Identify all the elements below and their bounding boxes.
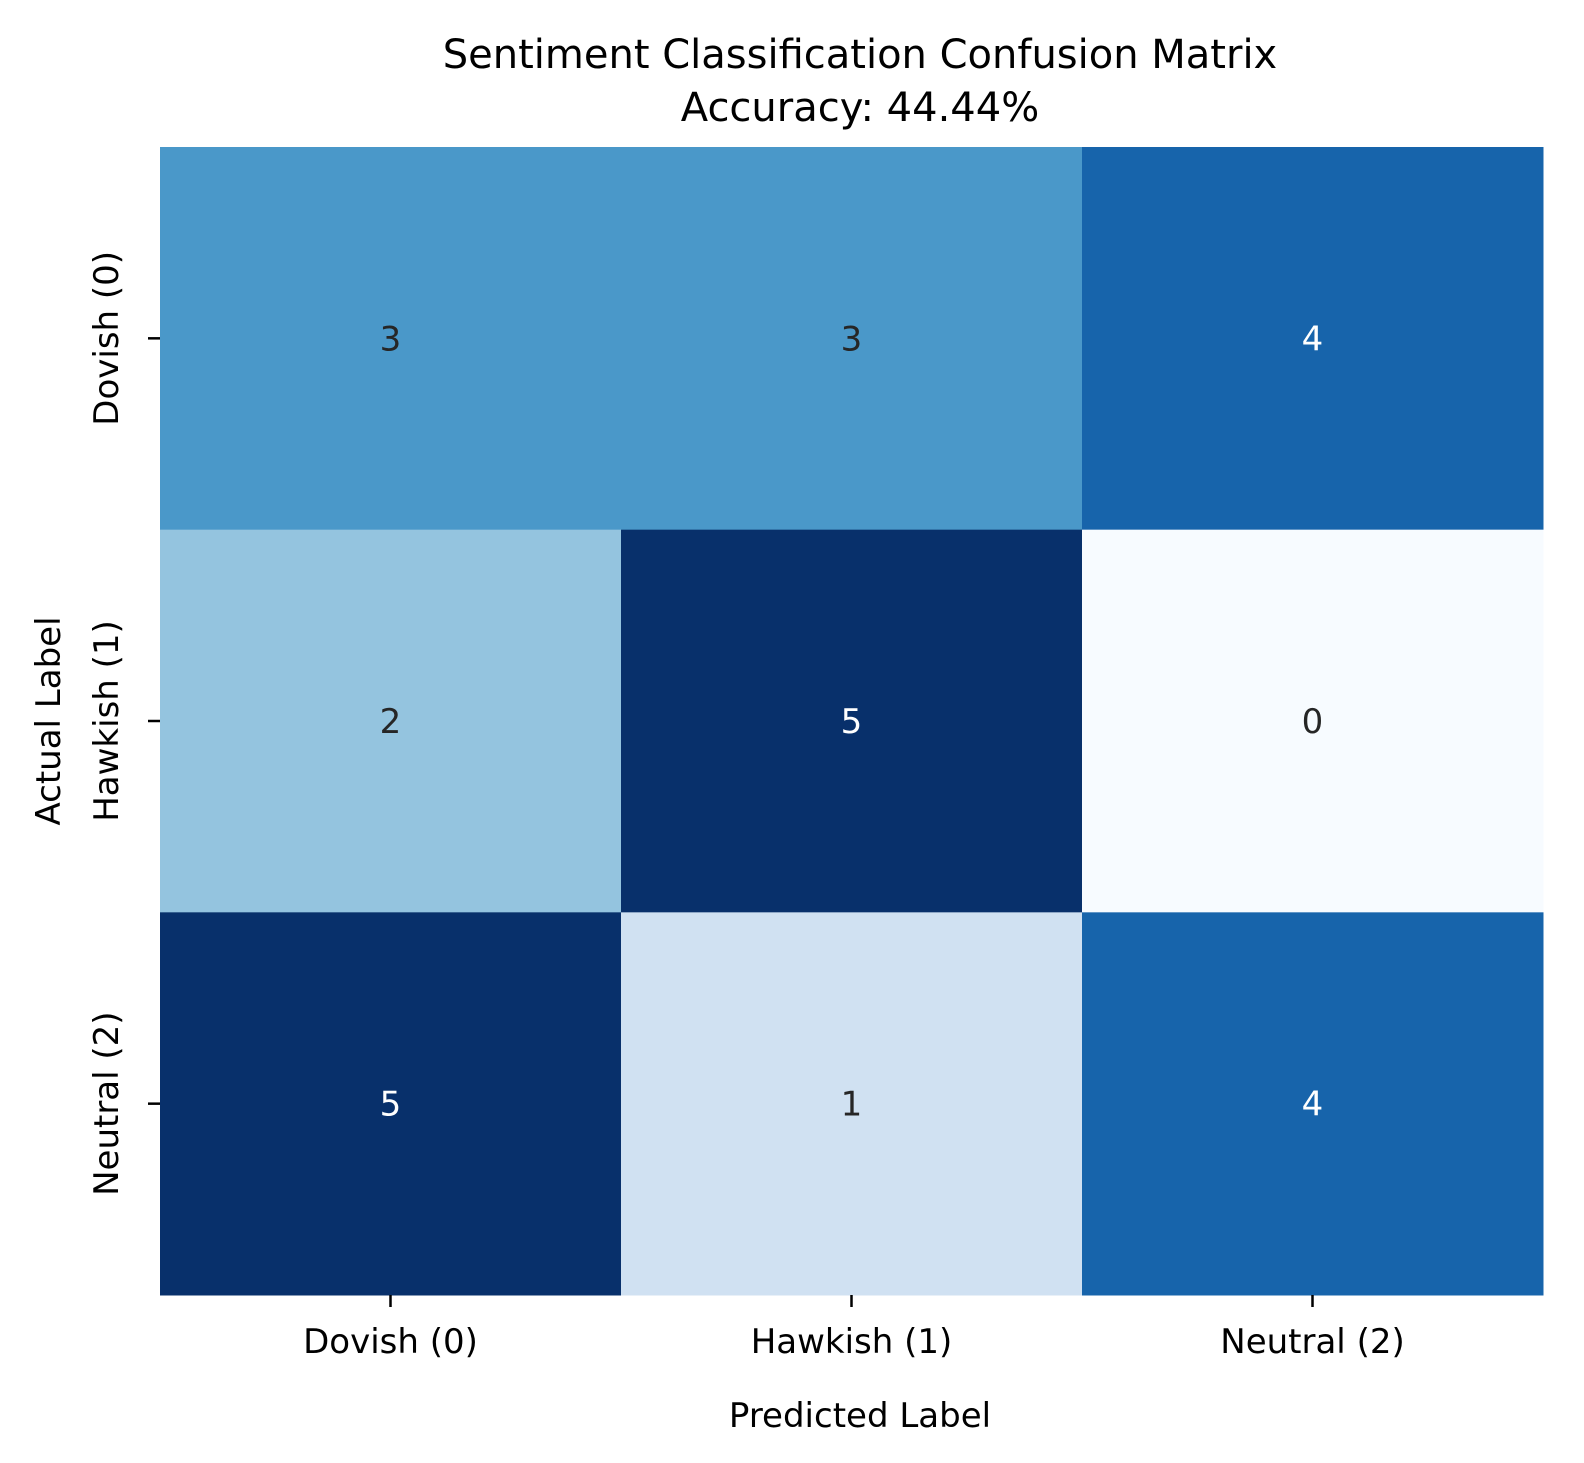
cell-value-label-r1-c2: 0	[1302, 702, 1324, 742]
cell-value-label-r2-c2: 4	[1302, 1085, 1324, 1125]
axis-ticks: Dovish (0) Hawkish (1) Neutral (2) Dovish (…	[87, 251, 1405, 1362]
cell-value-label-r1-c1: 5	[841, 702, 863, 742]
cell-value-label-r2-c1: 1	[841, 1085, 863, 1125]
y-tick-label: Neutral (2)	[87, 1011, 127, 1195]
y-tick-label: Dovish (0)	[87, 251, 127, 426]
x-tick-label: Neutral (2)	[1220, 1322, 1404, 1362]
heatmap-cell-r2-c2	[1082, 912, 1544, 1296]
x-tick-label: Hawkish (1)	[751, 1322, 953, 1362]
y-tick-label: Hawkish (1)	[87, 620, 127, 822]
heatmap-cell-r1-c1	[621, 529, 1083, 913]
heatmap-cell-r1-c0	[160, 529, 622, 913]
cell-value-label-r0-c1: 3	[841, 319, 863, 359]
heatmap-cell-r0-c0	[160, 147, 622, 531]
heatmap-cell-r0-c1	[621, 147, 1083, 531]
chart-subtitle: Accuracy: 44.44%	[681, 85, 1039, 131]
cell-value-label-r2-c0: 5	[380, 1085, 402, 1125]
cell-value-label-r1-c0: 2	[380, 702, 402, 742]
heatmap-cell-r0-c2	[1082, 147, 1544, 531]
heatmap-cell-r2-c0	[160, 912, 622, 1296]
heatmap-cells: 3 3 4 2 5 0 5 1 4	[160, 147, 1544, 1296]
heatmap-cell-r2-c1	[621, 912, 1083, 1296]
y-axis-label: Actual Label	[29, 616, 69, 825]
cell-value-label-r0-c2: 4	[1302, 319, 1324, 359]
heatmap-cell-r1-c2	[1082, 529, 1544, 913]
chart-title: Sentiment Classification Confusion Matri…	[443, 32, 1277, 78]
x-axis-label: Predicted Label	[729, 1396, 991, 1436]
x-tick-label: Dovish (0)	[303, 1322, 478, 1362]
cell-value-label-r0-c0: 3	[380, 319, 402, 359]
